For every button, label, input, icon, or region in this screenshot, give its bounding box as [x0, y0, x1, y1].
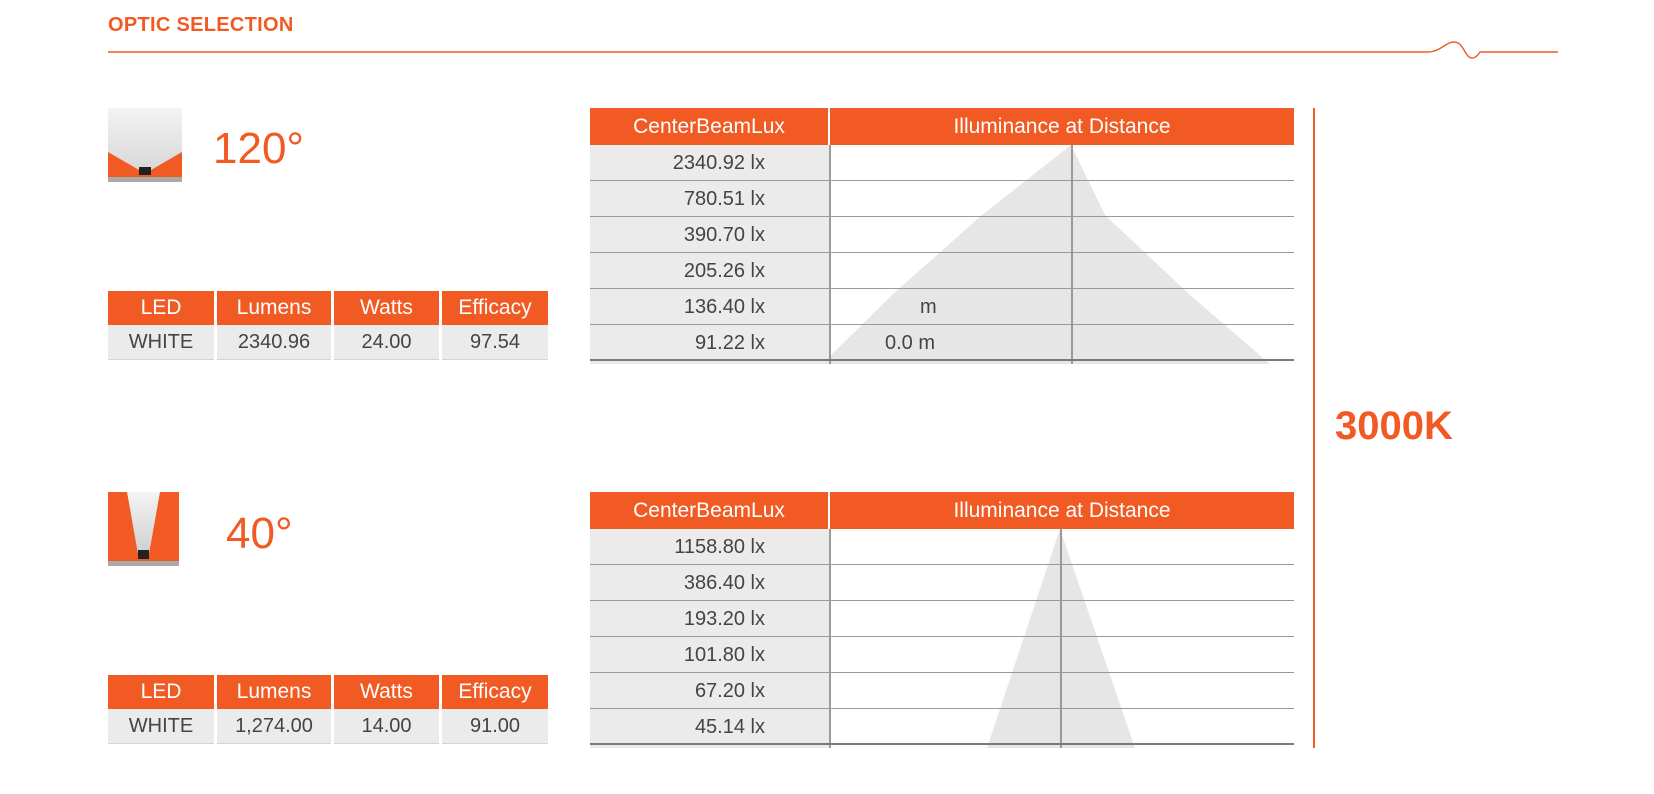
- table-row: WHITE 1,274.00 14.00 91.00: [108, 709, 548, 744]
- watts-header: Watts: [334, 291, 439, 325]
- table-row: 193.20 lx: [590, 601, 1294, 637]
- watts-header: Watts: [334, 675, 439, 709]
- section-title: OPTIC SELECTION: [108, 14, 294, 37]
- led-header: LED: [108, 675, 214, 709]
- center-beam-lux-header: CenterBeamLux: [590, 492, 828, 529]
- lux-value: 205.26 lx: [590, 253, 765, 289]
- lumens-value: 2340.96: [217, 325, 331, 360]
- lumens-header: Lumens: [217, 675, 331, 709]
- lux-value: 67.20 lx: [590, 673, 765, 709]
- table-row: 390.70 lx: [590, 217, 1294, 253]
- led-value: WHITE: [108, 709, 214, 744]
- distance-value: 0.0 m: [885, 325, 935, 361]
- efficacy-header: Efficacy: [442, 675, 548, 709]
- table-row: 386.40 lx: [590, 565, 1294, 601]
- beam-angle-label: 120°: [213, 124, 304, 174]
- led-spec-table: LED Lumens Watts Efficacy WHITE 1,274.00…: [105, 675, 551, 744]
- table-row: 45.14 lx: [590, 709, 1294, 745]
- table-row: 780.51 lx: [590, 181, 1294, 217]
- illuminance-header: Illuminance at Distance: [830, 492, 1294, 529]
- vertical-divider: [1313, 108, 1315, 748]
- color-temperature-label: 3000K: [1335, 404, 1453, 449]
- efficacy-value: 91.00: [442, 709, 548, 744]
- table-row: WHITE 2340.96 24.00 97.54: [108, 325, 548, 360]
- led-value: WHITE: [108, 325, 214, 360]
- illuminance-header: Illuminance at Distance: [830, 108, 1294, 145]
- lux-value: 193.20 lx: [590, 601, 765, 637]
- lux-value: 91.22 lx: [590, 325, 765, 361]
- table-row: 1158.80 lx: [590, 529, 1294, 565]
- efficacy-header: Efficacy: [442, 291, 548, 325]
- distance-value: m: [920, 289, 937, 325]
- table-row: 67.20 lx: [590, 673, 1294, 709]
- lumens-header: Lumens: [217, 291, 331, 325]
- led-spec-table: LED Lumens Watts Efficacy WHITE 2340.96 …: [105, 291, 551, 360]
- table-row: 91.22 lx 0.0 m: [590, 325, 1294, 361]
- table-row: 136.40 lx m: [590, 289, 1294, 325]
- watts-value: 24.00: [334, 325, 439, 360]
- header-divider: [108, 38, 1558, 62]
- efficacy-value: 97.54: [442, 325, 548, 360]
- lumens-value: 1,274.00: [217, 709, 331, 744]
- narrow-beam-optic-icon: [108, 492, 179, 566]
- wide-beam-optic-icon: [108, 108, 182, 182]
- watts-value: 14.00: [334, 709, 439, 744]
- lux-value: 2340.92 lx: [590, 145, 765, 181]
- lux-value: 101.80 lx: [590, 637, 765, 673]
- lux-value: 136.40 lx: [590, 289, 765, 325]
- table-row: 101.80 lx: [590, 637, 1294, 673]
- table-row: 2340.92 lx: [590, 145, 1294, 181]
- lux-value: 780.51 lx: [590, 181, 765, 217]
- lux-value: 390.70 lx: [590, 217, 765, 253]
- beam-angle-label: 40°: [226, 509, 293, 559]
- led-header: LED: [108, 291, 214, 325]
- lux-value: 386.40 lx: [590, 565, 765, 601]
- illuminance-table: CenterBeamLux Illuminance at Distance 23…: [590, 108, 1294, 364]
- illuminance-table: CenterBeamLux Illuminance at Distance 11…: [590, 492, 1294, 748]
- lux-value: 1158.80 lx: [590, 529, 765, 565]
- table-row: 205.26 lx: [590, 253, 1294, 289]
- lux-value: 45.14 lx: [590, 709, 765, 745]
- center-beam-lux-header: CenterBeamLux: [590, 108, 828, 145]
